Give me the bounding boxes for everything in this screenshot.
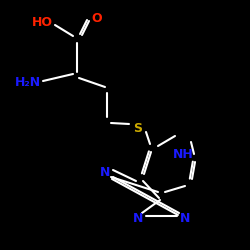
- Text: O: O: [92, 12, 102, 24]
- Text: N: N: [180, 212, 190, 224]
- Text: HO: HO: [32, 16, 52, 28]
- Text: NH: NH: [172, 148, 194, 162]
- Text: N: N: [133, 212, 143, 224]
- Text: H₂N: H₂N: [15, 76, 41, 88]
- Text: N: N: [100, 166, 110, 179]
- Text: S: S: [134, 122, 142, 134]
